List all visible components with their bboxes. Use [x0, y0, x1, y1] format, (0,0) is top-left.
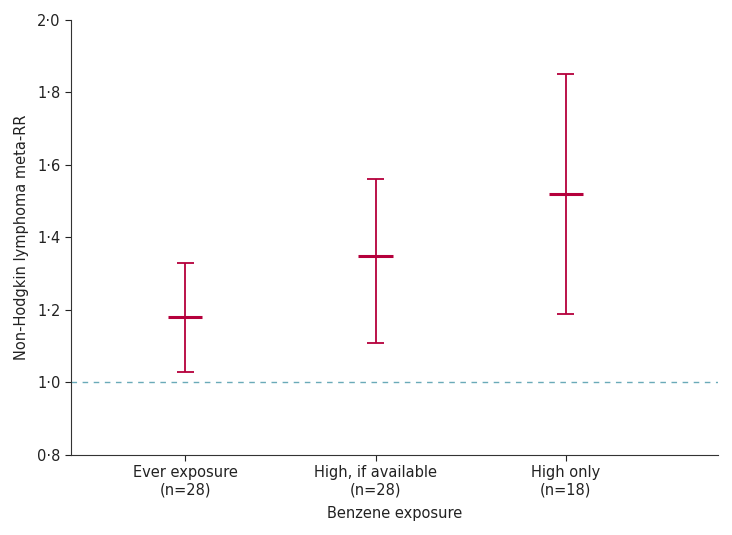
Y-axis label: Non-Hodgkin lymphoma meta-RR: Non-Hodgkin lymphoma meta-RR	[14, 114, 29, 360]
X-axis label: Benzene exposure: Benzene exposure	[327, 506, 462, 521]
